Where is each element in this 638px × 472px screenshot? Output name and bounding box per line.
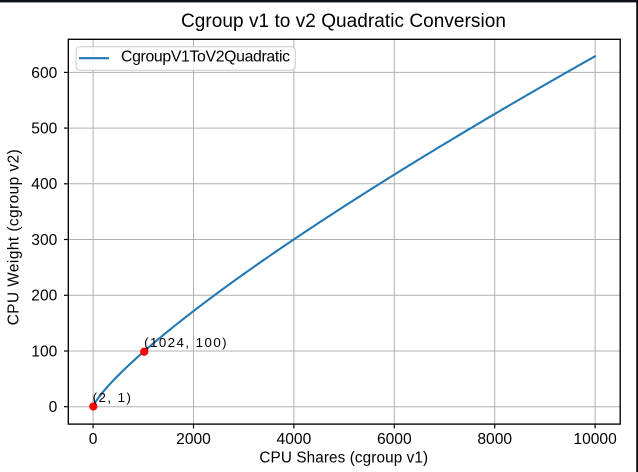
svg-text:4000: 4000 [277, 431, 312, 448]
svg-text:500: 500 [31, 121, 57, 138]
svg-text:0: 0 [49, 399, 58, 416]
svg-text:CPU Shares (cgroup v1): CPU Shares (cgroup v1) [259, 450, 428, 467]
svg-text:100: 100 [31, 343, 57, 360]
svg-text:8000: 8000 [477, 431, 512, 448]
svg-text:0: 0 [89, 431, 98, 448]
svg-text:300: 300 [31, 232, 57, 249]
svg-text:Cgroup v1 to v2 Quadratic Conv: Cgroup v1 to v2 Quadratic Conversion [181, 11, 506, 32]
svg-text:10000: 10000 [573, 431, 617, 448]
svg-text:6000: 6000 [377, 431, 412, 448]
svg-text:CPU Weight (cgroup v2): CPU Weight (cgroup v2) [6, 149, 23, 326]
svg-text:(2, 1): (2, 1) [93, 390, 133, 405]
svg-text:2000: 2000 [176, 431, 211, 448]
svg-text:CgroupV1ToV2Quadratic: CgroupV1ToV2Quadratic [121, 49, 290, 66]
svg-text:600: 600 [31, 65, 57, 82]
svg-text:400: 400 [31, 176, 57, 193]
svg-text:200: 200 [31, 288, 57, 305]
svg-text:(1024, 100): (1024, 100) [144, 335, 228, 350]
